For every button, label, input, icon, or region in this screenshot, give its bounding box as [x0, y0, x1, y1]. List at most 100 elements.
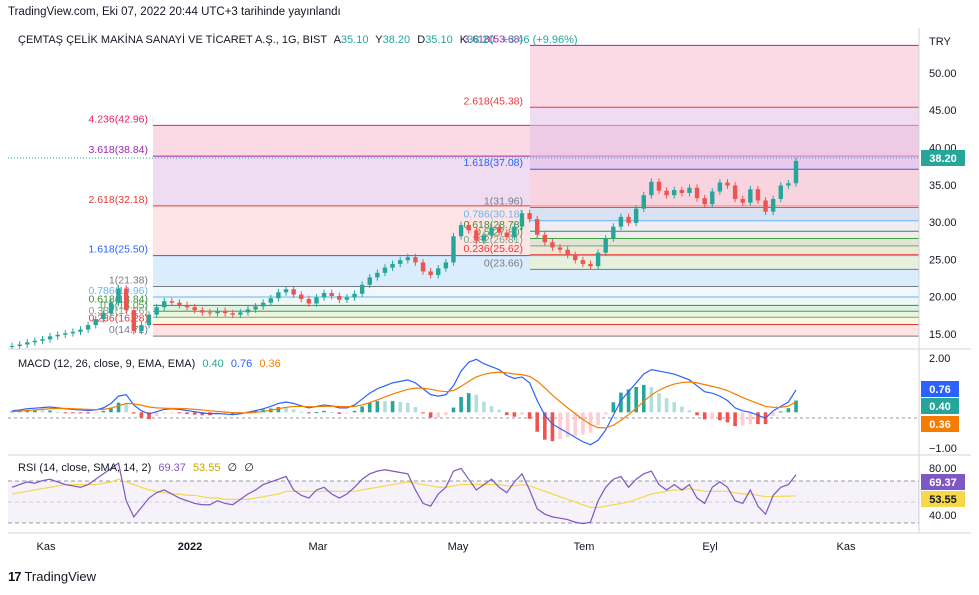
- macd-histogram-bar: [649, 386, 654, 413]
- candle-body: [359, 284, 365, 294]
- candle-body: [436, 268, 441, 276]
- candle-body: [78, 329, 83, 332]
- rsi-ma-value: 53.55: [192, 462, 221, 474]
- candle-body: [451, 236, 456, 263]
- macd-histogram-bar: [603, 412, 608, 415]
- fib-zone: [530, 238, 919, 246]
- candle-body: [268, 298, 273, 303]
- macd-histogram-bar: [367, 402, 372, 413]
- candle-body: [131, 310, 136, 332]
- macd-histogram-bar: [314, 412, 319, 414]
- candle-body: [763, 200, 768, 212]
- macd-histogram-bar: [154, 412, 159, 417]
- candle-body: [344, 297, 350, 300]
- tv-logo-text: TradingView: [24, 569, 97, 584]
- macd-histogram-bar: [360, 406, 364, 413]
- macd-histogram-bar: [170, 412, 174, 414]
- candle-body: [192, 307, 197, 311]
- macd-histogram-bar: [695, 412, 699, 416]
- macd-histogram-bar: [565, 412, 570, 438]
- macd-title: MACD (12, 26, close, 9, EMA, EMA): [18, 358, 196, 370]
- fib-right-zones: 3.618(53.68) 2.618(45.38) 1.618(37.08) 1(31…: [463, 33, 919, 270]
- rsi-pane[interactable]: [8, 462, 919, 525]
- macd-legend[interactable]: MACD (12, 26, close, 9, EMA, EMA) 0.40 0…: [18, 358, 285, 370]
- fib-zone: [530, 254, 919, 270]
- symbol-name: ÇEMTAŞ ÇELİK MAKİNA SANAYİ VE TİCARET A.…: [18, 34, 328, 46]
- candle-body: [184, 304, 190, 308]
- fib-level-label: 0.236(25.62): [463, 243, 523, 255]
- chart-canvas[interactable]: 4.236(42.96) 3.618(38.84) 2.618(32.18) 1.61…: [0, 0, 979, 560]
- rsi-legend[interactable]: RSI (14, close, SMA, 14, 2) 69.37 53.55 …: [18, 461, 258, 474]
- price-axis-label: 15.00: [929, 329, 957, 341]
- candle-body: [504, 232, 509, 238]
- fib-zone: [530, 107, 919, 170]
- candle-body: [573, 254, 578, 261]
- rsi-badge-ma: 53.55: [929, 494, 957, 506]
- candle-body: [770, 198, 776, 212]
- macd-histogram-bar: [93, 412, 98, 414]
- candle-body: [755, 189, 761, 201]
- candle-body: [732, 185, 738, 199]
- candle-body: [717, 182, 723, 192]
- macd-histogram-bar: [337, 412, 342, 414]
- macd-histogram-bar: [230, 412, 235, 415]
- time-axis[interactable]: Kas 2022 Mar May Tem Eyl Kas: [37, 541, 856, 553]
- macd-pane[interactable]: [8, 358, 919, 446]
- rsi-line: [11, 462, 797, 525]
- macd-histogram-bar: [291, 409, 296, 413]
- fib-zone: [530, 231, 919, 239]
- macd-histogram-bar: [185, 412, 189, 415]
- macd-histogram-bar: [512, 412, 517, 417]
- rsi-title: RSI (14, close, SMA, 14, 2): [18, 462, 152, 474]
- macd-histogram-bar: [63, 412, 68, 414]
- macd-histogram-bar: [786, 408, 791, 413]
- tradingview-logo[interactable]: 17 TradingView: [8, 569, 96, 584]
- candle-body: [390, 263, 395, 268]
- candle-body: [725, 182, 730, 186]
- macd-histogram-bar: [352, 410, 357, 413]
- fib-level-label: 1(31.96): [484, 195, 523, 207]
- candle-body: [664, 190, 669, 196]
- rsi-extra-1: ∅: [227, 462, 238, 474]
- candle-body: [687, 187, 692, 193]
- rsi-badge-rsi: 69.37: [929, 477, 957, 489]
- macd-axis-bottom: −1.00: [929, 443, 957, 455]
- candle-body: [428, 271, 433, 276]
- macd-histogram-bar: [596, 412, 600, 425]
- rsi-axis-bottom: 40.00: [929, 510, 957, 522]
- high-value: 38.20: [382, 34, 411, 46]
- macd-histogram-bar: [459, 396, 463, 413]
- open-label: A: [333, 34, 341, 46]
- candle-body: [9, 346, 15, 348]
- macd-histogram-bar: [451, 407, 456, 413]
- fib-zone: [530, 45, 919, 108]
- last-price-value: 38.20: [929, 153, 957, 165]
- macd-histogram-bar: [680, 406, 684, 413]
- fib-zone: [530, 245, 919, 255]
- candle-body: [557, 247, 563, 250]
- fib-level-label: 2.618(45.38): [463, 95, 523, 107]
- time-axis-label: Tem: [574, 541, 595, 553]
- macd-histogram-bar: [192, 412, 197, 415]
- macd-histogram-bar: [778, 411, 783, 413]
- candle-body: [207, 312, 213, 314]
- symbol-legend[interactable]: ÇEMTAŞ ÇELİK MAKİNA SANAYİ VE TİCARET A.…: [18, 34, 582, 46]
- fib-zone: [153, 317, 919, 325]
- candle-body: [550, 242, 555, 248]
- candle-body: [337, 295, 342, 300]
- macd-histogram-bar: [101, 410, 106, 413]
- candle-body: [527, 213, 532, 220]
- candle-body: [542, 234, 548, 243]
- macd-histogram-bar: [497, 409, 501, 413]
- price-series: [9, 157, 799, 350]
- macd-histogram-bar: [543, 412, 547, 440]
- candle-body: [466, 225, 471, 231]
- macd-histogram-bar: [162, 412, 167, 414]
- candle-body: [405, 257, 411, 261]
- fib-level-label: 3.618(38.84): [88, 144, 148, 156]
- candle-body: [649, 181, 654, 196]
- macd-histogram-bar: [466, 393, 471, 413]
- candle-body: [382, 267, 388, 273]
- candle-body: [611, 226, 616, 239]
